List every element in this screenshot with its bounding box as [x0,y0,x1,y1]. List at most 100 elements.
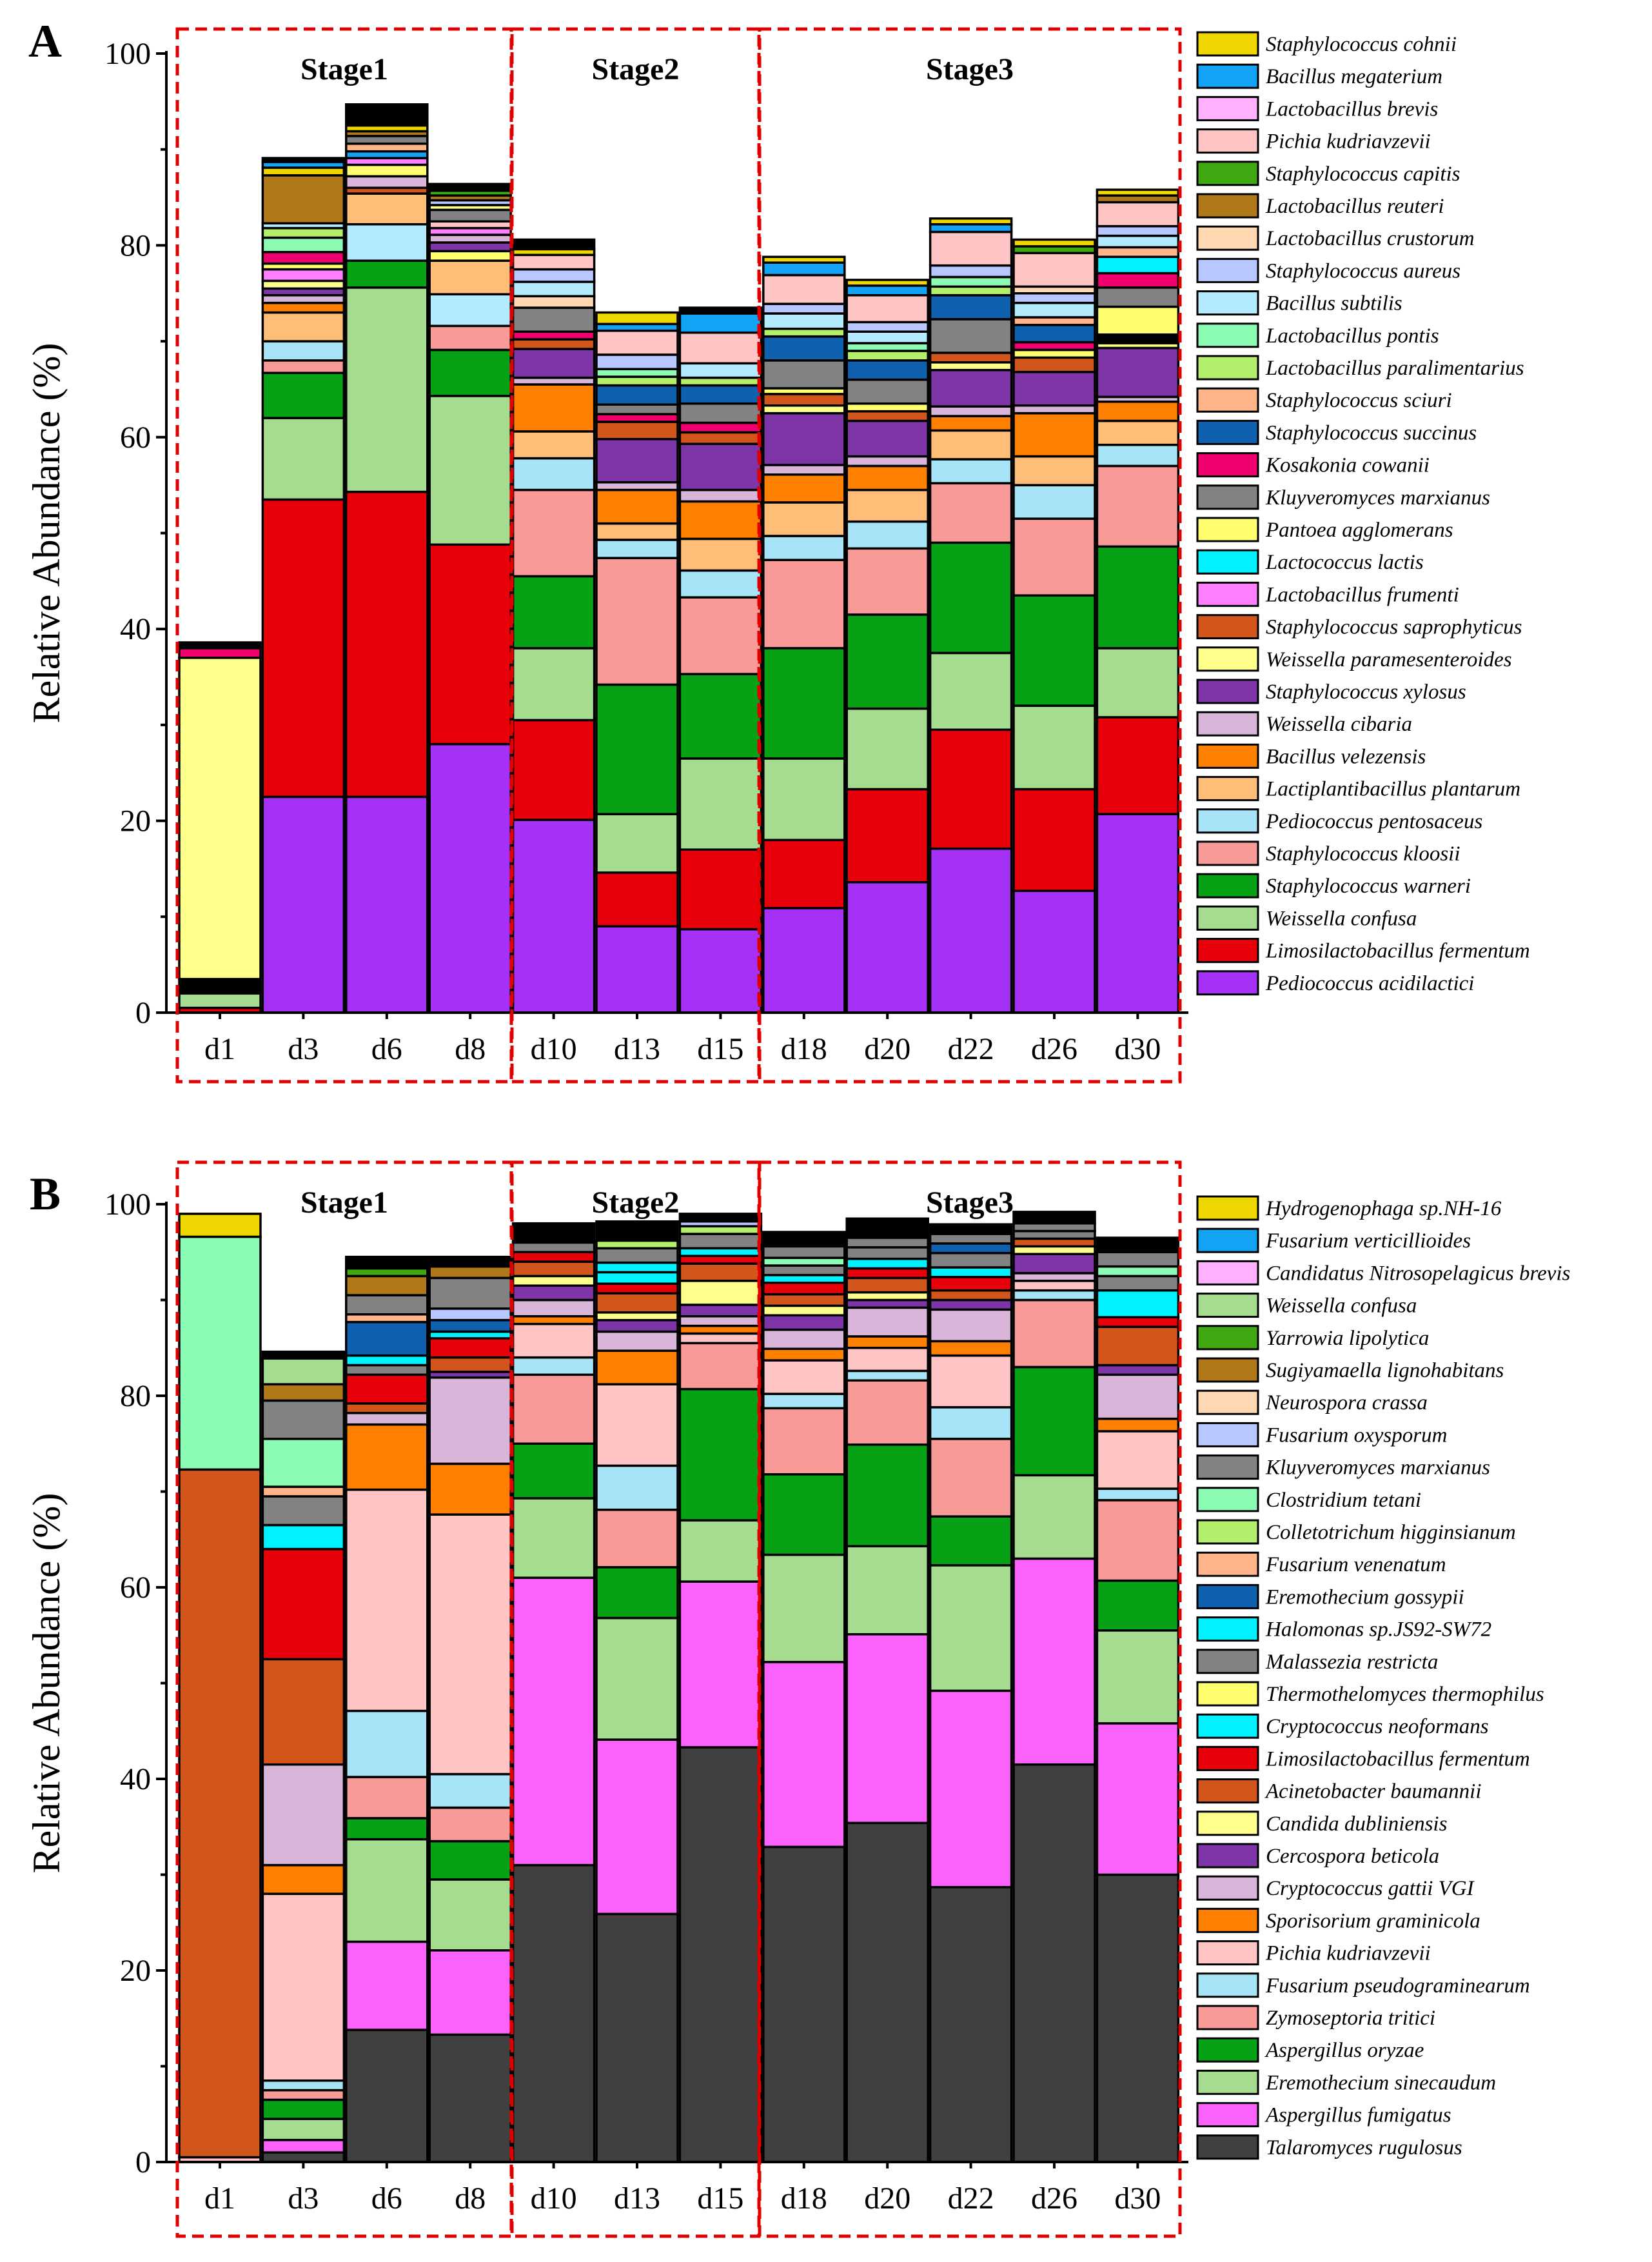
legend-item: Staphylococcus succinus [1196,419,1477,445]
bar-segment-sporisorium-graminicola [345,1423,429,1491]
bar-segment-kluyveromyces-marxianus [929,318,1013,354]
panel-letter: A [28,15,62,67]
legend-item: Staphylococcus kloosii [1196,840,1460,866]
bar-segment-kluyveromyces-marxianus [1012,1222,1096,1233]
bar-segment-weissella-confusa [1096,647,1180,719]
legend-swatch [1196,1551,1259,1577]
bar-segment-lactiplantibacillus-plantarum [428,259,512,295]
bar-segment-staphylococcus-xylosus [678,442,763,491]
bar-segment-cryptococcus-gattii-vgi [261,1763,346,1867]
legend-item: Bacillus subtilis [1196,290,1402,316]
legend-item: Weissella confusa [1196,1293,1417,1318]
bar-segment-staphylococcus-warneri [1012,594,1096,707]
legend-item: Candidatus Nitrosopelagicus brevis [1196,1260,1570,1285]
legend-swatch [1196,419,1259,445]
bar-segment-staphylococcus-kloosii [261,359,346,374]
legend-item: Staphylococcus warneri [1196,873,1471,898]
legend-swatch [1196,63,1259,89]
bar-segment-pichia-kudriavzevii [1096,201,1180,228]
bar-segment-limosilactobacillus-fermentum [595,1282,679,1295]
x-tick-label: d13 [614,2181,660,2216]
legend-swatch [1196,1357,1259,1383]
legend: Staphylococcus cohnii Bacillus megaterium… [1196,31,1530,996]
bar-segment-talaromyces-rugulosus [511,1863,596,2163]
bar-segment-weissella-confusa [345,286,429,493]
legend-label: Aspergillus fumigatus [1264,2104,1451,2127]
legend-item: Lactobacillus paralimentarius [1196,355,1524,381]
legend-item: Fusarium pseudograminearum [1196,1972,1530,1998]
y-tick-label: 0 [135,996,151,1030]
legend-swatch [1196,2134,1259,2160]
legend-label: Colletotrichum higginsianum [1266,1521,1516,1544]
bar-segment-bacillus-subtilis [762,312,846,330]
legend-item: Lactobacillus crustorum [1196,225,1475,251]
bar-segment-others [428,183,512,192]
legend-swatch [1196,2037,1259,2063]
bar-segment-acinetobacter-baumannii [845,1276,929,1294]
bar-d22 [929,217,1013,1014]
bar-segment-candida-dubliniensis [845,1291,929,1302]
legend-label: Staphylococcus capitis [1266,163,1460,186]
legend-swatch [1196,1972,1259,1998]
legend-swatch [1196,1649,1259,1674]
legend-swatch [1196,646,1259,672]
bar-segment-kluyveromyces-marxianus [345,135,429,145]
legend-item: Staphylococcus capitis [1196,161,1460,186]
bar-segment-eremothecium-gossypii [929,1242,1013,1255]
legend-label: Pantoea agglomerans [1265,519,1453,542]
bar-segment-weissella-cibaria [428,233,512,244]
bar-segment-kluyveromyces-marxianus [511,306,596,333]
bar-segment-hydrogenophaga-sp-nh-16 [178,1213,262,1238]
bar-segment-weissella-cibaria [929,405,1013,417]
bar-segment-limosilactobacillus-fermentum [345,490,429,799]
x-tick-label: d22 [948,1032,994,1066]
legend-label: Eremothecium sinecaudum [1265,2071,1496,2094]
legend-swatch [1196,1681,1259,1707]
bar-segment-others [261,157,346,163]
bar-segment-halomonas-sp-js92-sw72 [345,1354,429,1367]
bar-segment-staphylococcus-aureus [929,264,1013,279]
bar-segment-weissella-paramesenteroides [762,404,846,415]
y-tick-label: 80 [120,228,151,263]
bar-segment-pichia-kudriavzevii [1012,252,1096,288]
bar-segment-pediococcus-pentosaceus [762,535,846,561]
legend-label: Acinetobacter baumannii [1264,1780,1482,1803]
bar-segment-kluyveromyces-marxianus [511,1241,596,1254]
legend-label: Thermothelomyces thermophilus [1266,1683,1544,1706]
bar-segment-weissella-confusa [178,992,262,1009]
bar-segment-pediococcus-pentosaceus [1096,443,1180,468]
bar-d6 [345,103,429,1014]
bar-segment-talaromyces-rugulosus [1096,1873,1180,2163]
legend-label: Weissella cibaria [1266,713,1412,736]
bar-segment-lactobacillus-paralimentarius [845,350,929,362]
bar-segment-aspergillus-oryzae [845,1443,929,1547]
legend-label: Pichia kudriavzevii [1265,1942,1431,1965]
bar-segment-pediococcus-acidilactici [845,881,929,1014]
bar-segment-others [511,1222,596,1244]
bar-segment-pantoea-agglomerans [428,250,512,262]
bar-segment-others [178,978,262,995]
bar-segment-pichia-kudriavzevii [595,329,679,356]
bar-segment-fusarium-pseudograminearum [1096,1487,1180,1502]
bar-segment-others [595,1220,679,1242]
bar-segment-staphylococcus-aureus [1096,224,1180,237]
bar-segment-aspergillus-oryzae [762,1473,846,1556]
bar-segment-pichia-kudriavzevii [845,1347,929,1373]
bar-segment-aspergillus-fumigatus [511,1576,596,1867]
legend-label: Hydrogenophaga sp.NH-16 [1265,1197,1502,1220]
legend-item: Lactobacillus frumenti [1196,581,1459,607]
bar-segment-sporisorium-graminicola [428,1462,512,1516]
bar-segment-others [678,306,763,315]
bar-segment-others [678,1213,763,1223]
bar-segment-lactiplantibacillus-plantarum [678,537,763,572]
bar-segment-pediococcus-pentosaceus [845,520,929,550]
bar-segment-staphylococcus-kloosii [762,559,846,650]
bar-segment-acinetobacter-baumannii [261,1658,346,1766]
bar-d18 [762,1231,846,2163]
bar-segment-staphylococcus-xylosus [511,348,596,379]
bar-segment-limosilactobacillus-fermentum [929,1276,1013,1292]
bar-segment-aspergillus-fumigatus [595,1738,679,1916]
bar-segment-staphylococcus-kloosii [428,324,512,352]
bar-segment-sporisorium-graminicola [929,1340,1013,1357]
bar-segment-pichia-kudriavzevii [678,331,763,365]
